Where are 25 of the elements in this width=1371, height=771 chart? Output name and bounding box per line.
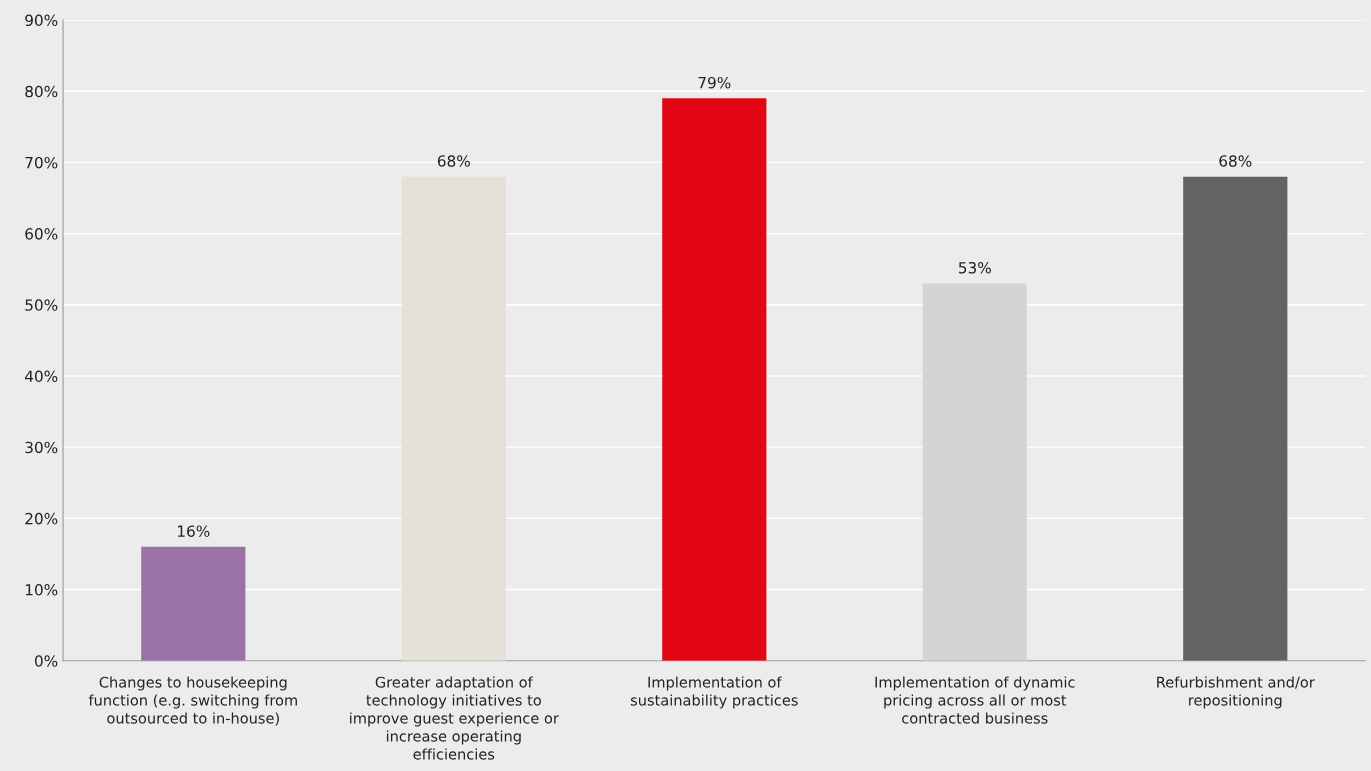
bar xyxy=(141,546,246,661)
data-label: 68% xyxy=(437,155,470,167)
x-tick-label: Implementation of sustainability practices xyxy=(630,676,798,709)
y-tick-label: 80% xyxy=(25,85,58,98)
y-tick-label: 0% xyxy=(34,655,58,667)
bar xyxy=(1183,176,1288,661)
y-tick-label: 40% xyxy=(24,370,58,383)
data-label: 68% xyxy=(1219,155,1252,167)
y-tick-label: 90% xyxy=(25,14,58,27)
y-tick-label: 10% xyxy=(25,584,58,596)
y-tick-label: 60% xyxy=(25,228,58,240)
bar xyxy=(401,176,506,661)
bar xyxy=(922,283,1027,661)
y-tick-label: 50% xyxy=(25,299,58,311)
y-tick-label: 20% xyxy=(25,512,58,525)
y-tick-label: 30% xyxy=(25,441,58,454)
x-tick-label: Changes to housekeeping function (e.g. switching from outsourced to in-house) xyxy=(88,676,297,726)
data-label: 79% xyxy=(698,76,731,89)
x-tick-label: Refurbishment and/or repositioning xyxy=(1157,676,1315,709)
data-label: 16% xyxy=(178,525,210,537)
bar xyxy=(662,98,767,661)
y-tick-label: 70% xyxy=(25,156,58,169)
x-tick-label: Implementation of dynamic pricing across all or most contracted business xyxy=(875,676,1075,724)
data-label: 53% xyxy=(958,261,991,274)
x-tick-label: Greater adaptation of technology initiatives to improve guest experience or increase operating efficiencies xyxy=(350,676,559,760)
